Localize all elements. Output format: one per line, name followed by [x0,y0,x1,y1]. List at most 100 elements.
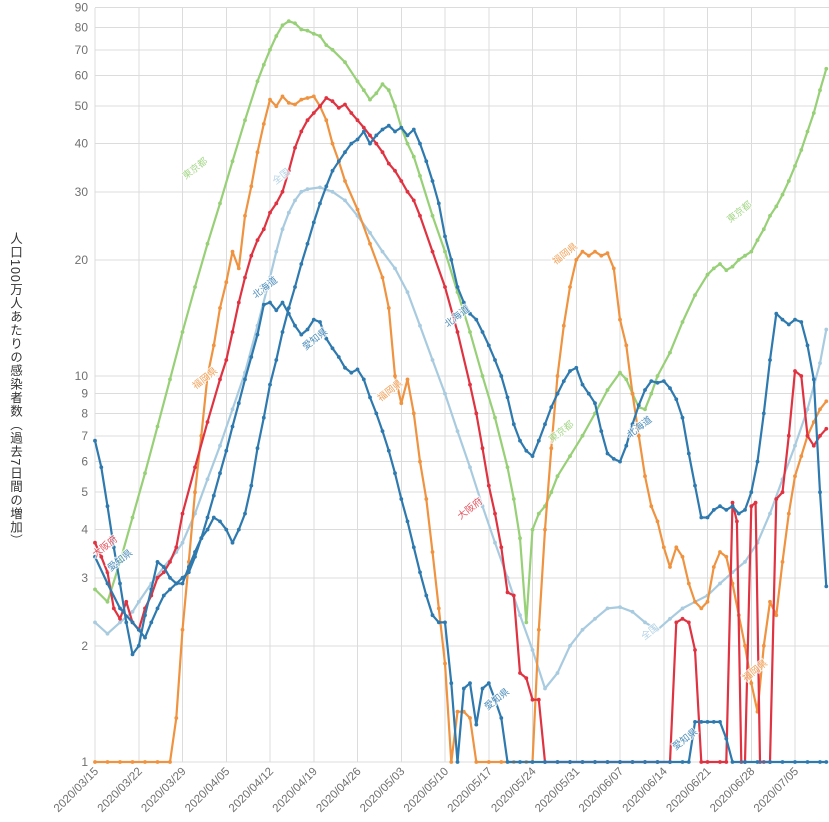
data-point-fukuoka [574,257,579,262]
data-point-fukuoka [286,101,291,105]
data-point-osaka [411,198,416,203]
x-tick-label: 2020/04/19 [271,766,320,815]
data-point-fukuoka [724,554,729,559]
data-point-hokkaido [274,358,279,362]
data-point-hokkaido [455,285,460,289]
data-point-zenkoku [136,599,141,604]
data-point-hokkaido [224,527,229,532]
data-point-aichi [680,760,685,764]
data-point-tokyo [711,266,716,271]
data-point-hokkaido [461,300,466,305]
data-point-tokyo [330,47,335,52]
data-point-tokyo [386,88,391,93]
y-tick-label: 5 [81,485,88,499]
data-point-hokkaido [493,358,497,362]
data-point-tokyo [624,377,629,382]
data-point-osaka [243,275,247,280]
data-point-aichi [480,686,485,691]
data-point-tokyo [468,330,472,334]
data-point-fukuoka [218,306,222,310]
data-point-zenkoku [568,643,572,648]
data-point-zenkoku [293,198,297,203]
data-point-aichi [399,497,404,501]
data-point-fukuoka [630,391,635,396]
data-point-tokyo [793,164,797,168]
data-point-fukuoka [593,249,597,254]
data-point-tokyo [618,370,622,375]
data-point-aichi [436,620,441,625]
y-tick-label: 50 [75,99,89,113]
data-point-aichi [249,355,254,359]
data-point-tokyo [680,320,685,324]
data-point-aichi [568,760,572,764]
data-point-tokyo [761,227,766,232]
data-point-tokyo [593,411,597,416]
data-point-hokkaido [705,515,710,520]
data-point-aichi [374,411,379,416]
data-point-hokkaido [799,320,804,324]
data-point-osaka [793,369,797,373]
data-point-aichi [105,581,110,586]
data-point-hokkaido [780,317,785,322]
data-point-hokkaido [768,358,772,362]
data-point-hokkaido [636,403,641,408]
data-point-hokkaido [449,257,454,262]
data-point-zenkoku [118,620,122,625]
data-point-aichi [349,370,354,375]
data-point-hokkaido [293,285,297,289]
data-point-tokyo [243,118,247,123]
data-point-osaka [486,483,491,488]
data-point-aichi [793,760,797,764]
data-point-hokkaido [330,168,335,173]
data-point-tokyo [193,285,197,289]
data-point-zenkoku [680,606,685,611]
data-point-aichi [505,760,510,764]
data-point-fukuoka [749,681,754,686]
data-point-tokyo [693,293,697,297]
data-point-hokkaido [786,322,791,327]
data-point-zenkoku [286,210,291,215]
data-point-osaka [236,300,241,305]
data-point-osaka [124,599,129,604]
data-point-fukuoka [674,545,679,550]
series-line-osaka [93,96,828,764]
x-tick-label: 2020/03/22 [96,766,145,815]
x-tick-label: 2020/04/12 [227,766,276,815]
data-point-hokkaido [355,137,360,142]
data-point-hokkaido [261,415,266,420]
data-point-hokkaido [749,490,754,495]
data-point-tokyo [105,599,110,604]
data-point-hokkaido [336,159,341,164]
data-point-aichi [355,367,360,372]
data-point-aichi [155,606,160,611]
data-point-fukuoka [793,474,797,479]
series-hokkaido [93,123,829,657]
data-point-hokkaido [730,504,735,509]
data-point-zenkoku [718,581,722,586]
data-point-fukuoka [649,504,654,509]
data-point-zenkoku [805,407,810,412]
data-point-osaka [824,426,829,431]
data-point-zenkoku [593,616,597,621]
data-point-osaka [155,575,160,580]
data-point-tokyo [824,66,829,71]
data-point-zenkoku [630,609,635,614]
data-point-aichi [699,720,704,724]
data-point-fukuoka [780,560,785,564]
data-point-zenkoku [643,620,647,625]
data-point-zenkoku [618,605,622,609]
data-point-hokkaido [155,560,160,564]
x-tick-label: 2020/05/24 [489,765,539,815]
data-point-hokkaido [255,446,260,451]
data-point-fukuoka [655,519,660,524]
x-axis-tick-labels: 2020/03/152020/03/222020/03/292020/04/05… [52,765,801,815]
data-point-hokkaido [818,490,822,495]
data-point-fukuoka [324,118,329,123]
data-point-aichi [418,570,422,575]
y-tick-label: 10 [75,369,89,383]
data-point-tokyo [493,415,497,420]
data-point-tokyo [505,465,510,470]
data-point-hokkaido [480,330,485,334]
data-point-hokkaido [136,643,141,648]
data-point-tokyo [318,34,322,38]
